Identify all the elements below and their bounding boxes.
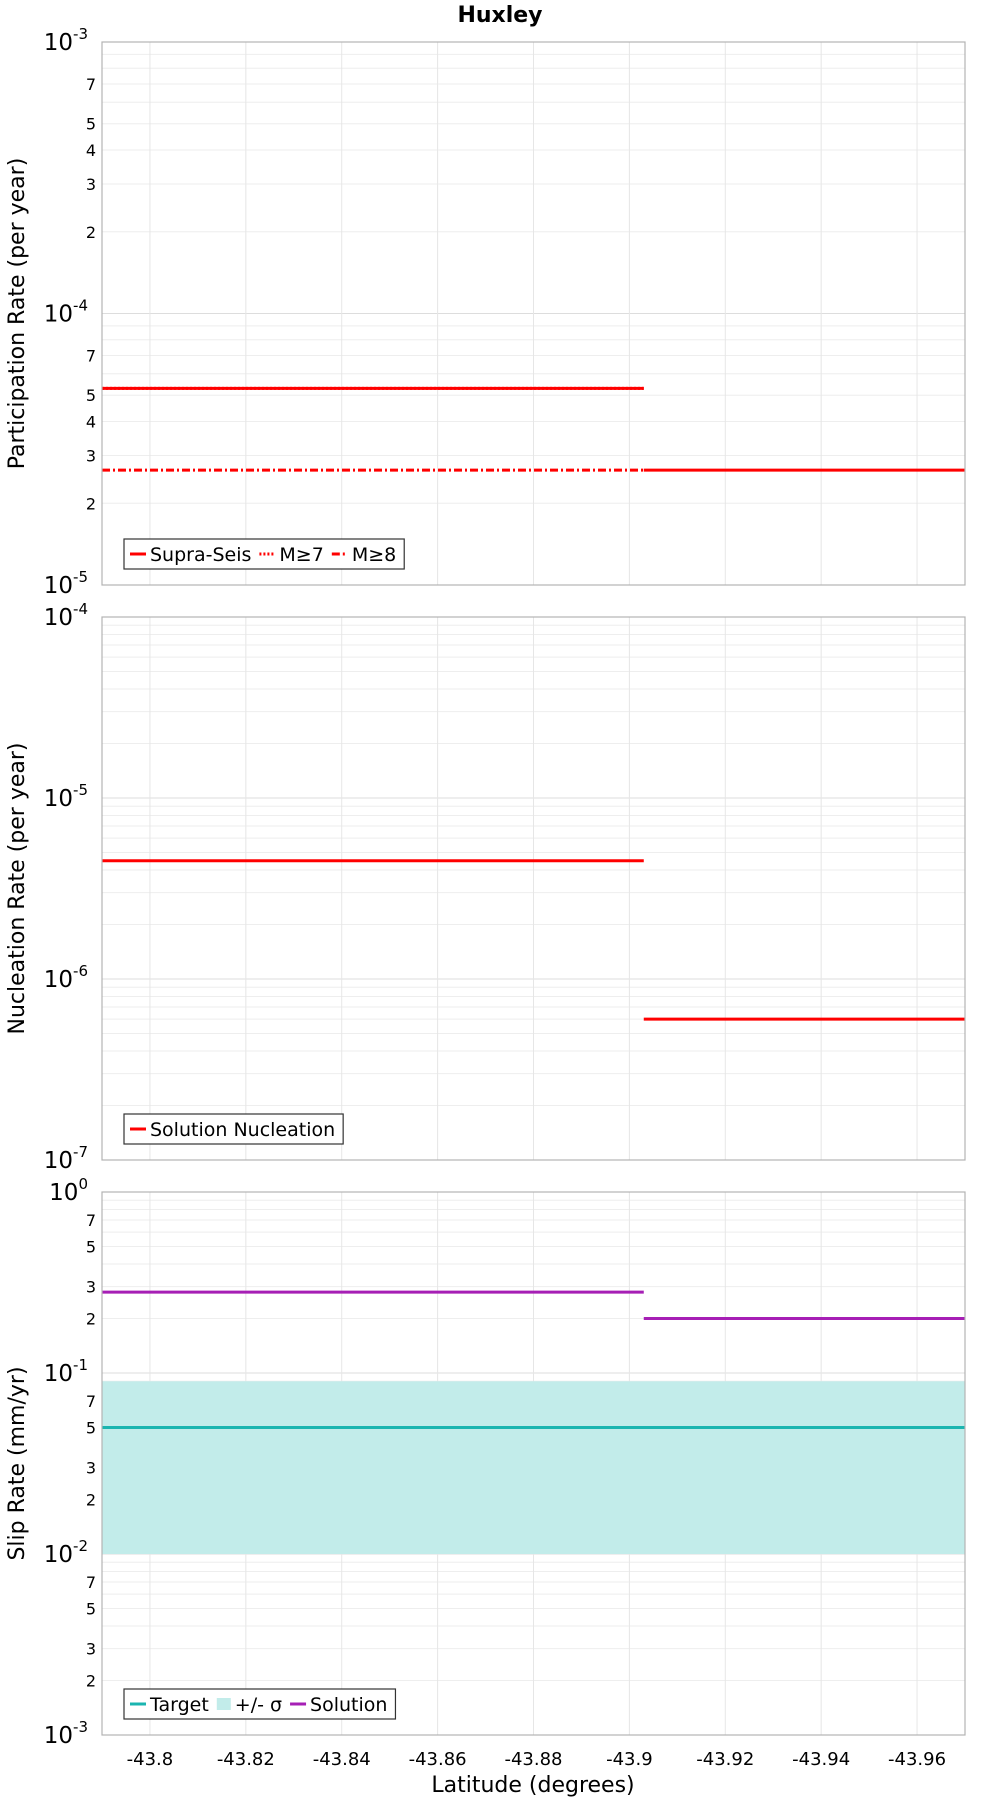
y-minor-tick-label: 7: [86, 1573, 96, 1592]
x-tick-label: -43.84: [313, 1749, 371, 1770]
x-tick-label: -43.94: [792, 1749, 850, 1770]
y-axis-label: Nucleation Rate (per year): [5, 743, 30, 1035]
y-minor-tick-label: 5: [86, 115, 96, 134]
x-tick-label: -43.9: [606, 1749, 653, 1770]
y-axis-label: Participation Rate (per year): [5, 158, 30, 470]
x-tick-label: -43.82: [217, 1749, 275, 1770]
x-tick-label: -43.8: [127, 1749, 174, 1770]
y-axis-label: Slip Rate (mm/yr): [5, 1366, 30, 1560]
x-tick-label: -43.92: [696, 1749, 754, 1770]
y-tick-label: 10-7: [44, 1143, 88, 1174]
y-tick-label: 10-4: [44, 297, 88, 328]
legend-label: M≥7: [279, 544, 323, 566]
legend-label: M≥8: [352, 544, 396, 566]
series-solution: [102, 1290, 965, 1321]
series-supra-seis: [102, 386, 965, 472]
y-minor-tick-label: 5: [86, 1418, 96, 1437]
panel-nucleation: 10-7 10-6 10-5 10-4 Nucleation Rate (per yea…: [5, 600, 966, 1174]
y-minor-tick-label: 2: [86, 1491, 96, 1510]
y-minor-tick-label: 3: [86, 446, 96, 465]
y-minor-tick-label: 2: [86, 223, 96, 242]
y-minor-tick-label: 7: [86, 75, 96, 94]
y-tick-label: 100: [49, 1175, 88, 1206]
legend: Target +/- σ Solution: [123, 1688, 397, 1720]
y-tick-label: 10-5: [44, 781, 88, 812]
y-minor-tick-label: 5: [86, 1599, 96, 1618]
plot-frame: [101, 41, 966, 586]
y-tick-label: 10-1: [44, 1356, 88, 1387]
y-minor-tick-label: 4: [86, 413, 96, 432]
y-minor-tick-label: 3: [86, 1640, 96, 1659]
x-tick-label: -43.86: [409, 1749, 467, 1770]
legend-label: Solution Nucleation: [150, 1119, 335, 1141]
y-tick-label: 10-3: [44, 25, 88, 56]
legend: Supra-Seis M≥7 M≥8: [123, 538, 405, 570]
y-minor-tick-label: 5: [86, 1237, 96, 1256]
legend: Solution Nucleation: [123, 1113, 344, 1145]
y-minor-tick-label: 2: [86, 1672, 96, 1691]
legend-label: Target: [149, 1694, 209, 1716]
legend-swatch: [216, 1698, 231, 1710]
panel-slip: 10-3 10-2 10-1 100 2 3 5 7 2 3 5 7 2 3 5 7 Slip Rate (mm…: [5, 1175, 966, 1770]
legend-label: Supra-Seis: [150, 544, 251, 566]
chart-title: Huxley: [457, 3, 542, 28]
y-minor-tick-label: 3: [86, 1459, 96, 1478]
x-axis-label: Latitude (degrees): [431, 1773, 634, 1798]
y-tick-label: 10-6: [44, 962, 88, 993]
y-tick-label: 10-2: [44, 1537, 88, 1568]
legend-frame: [123, 1688, 397, 1720]
y-minor-tick-label: 7: [86, 347, 96, 366]
sigma-band: [102, 1381, 965, 1554]
legend-frame: [123, 1113, 344, 1145]
plot-frame: [101, 616, 966, 1161]
plot-frame: [101, 1191, 966, 1736]
series-solution-nucleation: [102, 859, 965, 1021]
y-tick-label: 10-5: [44, 568, 88, 599]
legend-label: Solution: [310, 1694, 387, 1716]
panel-participation: 10-5 10-4 10-3 2 3 4 5 7 2 3 4 5 7 Participation Rate…: [5, 25, 966, 599]
x-tick-label: -43.96: [888, 1749, 946, 1770]
legend-label: +/- σ: [235, 1694, 282, 1716]
y-minor-tick-label: 2: [86, 1310, 96, 1329]
y-tick-label: 10-4: [44, 600, 88, 631]
y-minor-tick-label: 3: [86, 175, 96, 194]
y-minor-tick-label: 7: [86, 1392, 96, 1411]
y-tick-label: 10-3: [44, 1718, 88, 1749]
y-minor-tick-label: 4: [86, 141, 96, 160]
y-minor-tick-label: 2: [86, 494, 96, 513]
x-tick-label: -43.88: [504, 1749, 562, 1770]
y-minor-tick-label: 3: [86, 1278, 96, 1297]
y-minor-tick-label: 7: [86, 1211, 96, 1230]
y-minor-tick-label: 5: [86, 386, 96, 405]
